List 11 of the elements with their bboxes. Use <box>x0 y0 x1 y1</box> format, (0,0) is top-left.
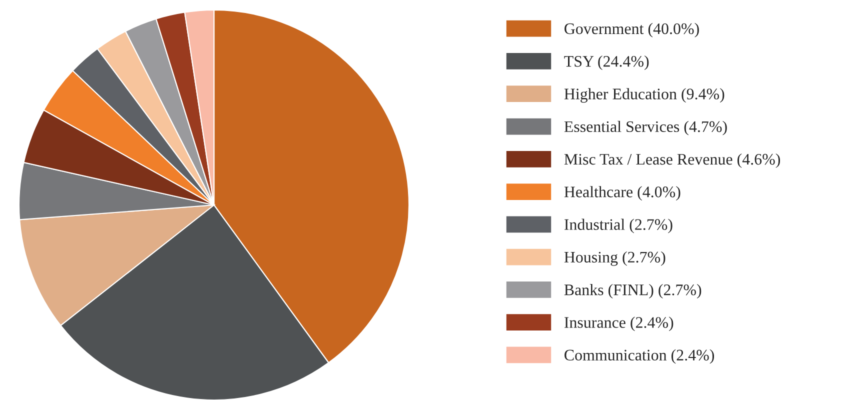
legend-label: Essential Services (4.7%) <box>564 120 727 136</box>
legend-label: Insurance (2.4%) <box>564 316 674 332</box>
legend-label: Banks (FINL) (2.7%) <box>564 284 702 299</box>
legend-label: Housing (2.7%) <box>564 251 666 266</box>
legend-label: Healthcare (4.0%) <box>564 186 680 201</box>
legend-label: Communication (2.4%) <box>564 349 714 364</box>
legend-label: TSY (24.4%) <box>564 56 649 70</box>
legend-label: Misc Tax / Lease Revenue (4.6%) <box>564 153 780 168</box>
legend-label: Industrial (2.7%) <box>564 218 672 234</box>
legend-label: Higher Education (9.4%) <box>564 88 724 103</box>
legend-label: Government (40.0%) <box>564 22 699 38</box>
